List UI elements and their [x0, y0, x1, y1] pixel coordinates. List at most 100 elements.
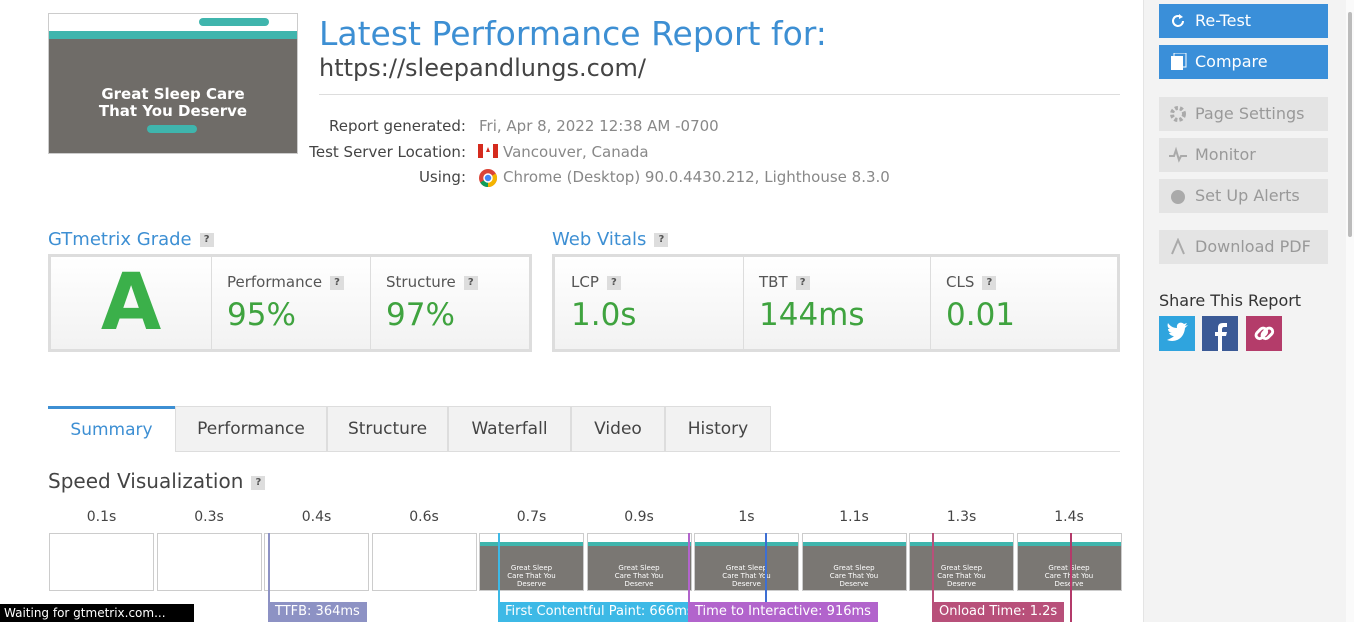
frame-header: [910, 534, 1013, 542]
vital-cell: CLS? 0.01: [930, 257, 1117, 349]
detail-label: Report generated:: [328, 117, 466, 135]
grade-letter: A: [51, 257, 212, 349]
retest-button[interactable]: Re-Test: [1159, 4, 1328, 38]
vitals-heading: Web Vitals?: [552, 229, 669, 250]
frame: [156, 533, 262, 591]
frame: Great Sleep Care That You Deserve: [1016, 533, 1122, 591]
metric-value: 97%: [386, 297, 455, 333]
frame-header: [802, 534, 906, 542]
grade-box: A Performance? 95% Structure? 97%: [48, 254, 532, 352]
icon: [1170, 106, 1186, 122]
settings-button[interactable]: Page Settings: [1159, 97, 1328, 131]
timing-marker: Time to Interactive: 916ms: [688, 602, 878, 622]
compare-button[interactable]: Compare: [1159, 45, 1328, 79]
marker-line: [932, 533, 934, 622]
scrollbar[interactable]: [1346, 0, 1354, 622]
speed-title: Speed Visualization: [48, 469, 244, 493]
marker-line: [765, 533, 767, 622]
timing-marker: Onload Time: 1.2s: [932, 602, 1065, 622]
vital-label-row: TBT?: [759, 273, 810, 291]
marker-line: [1070, 533, 1072, 622]
help-icon[interactable]: ?: [330, 275, 345, 290]
frame: [371, 533, 477, 591]
link-share[interactable]: [1246, 316, 1282, 351]
tab[interactable]: Waterfall: [448, 406, 571, 452]
vital-label: TBT: [759, 273, 788, 291]
timing-marker: TTFB: 364ms: [268, 602, 367, 622]
vital-label: CLS: [946, 273, 975, 291]
frame: [49, 533, 154, 591]
icon: [1171, 53, 1187, 70]
frame-menu: [480, 542, 583, 546]
frame-time: 0.7s: [516, 509, 547, 525]
detail-value: Fri, Apr 8, 2022 12:38 AM -0700: [479, 117, 719, 135]
frame-headline: Great Sleep Care That You Deserve: [722, 564, 771, 588]
metric-value: 95%: [227, 297, 296, 333]
metric-label-row: Structure?: [386, 273, 478, 291]
frame-time: 0.1s: [86, 509, 117, 525]
thumb-cta: [147, 125, 197, 133]
metric-label: Structure: [386, 273, 456, 291]
tab[interactable]: Summary: [48, 406, 175, 452]
frame-menu: [1017, 542, 1121, 546]
divider: [319, 94, 1120, 95]
icon: [1167, 322, 1188, 341]
frame-headline: Great Sleep Care That You Deserve: [937, 564, 986, 588]
detail-value: Vancouver, Canada: [503, 143, 649, 161]
help-icon[interactable]: ?: [606, 275, 621, 290]
help-icon[interactable]: ?: [251, 475, 266, 490]
frame-menu: [587, 542, 691, 546]
vitals-title: Web Vitals: [552, 229, 647, 250]
thumb-menu: [49, 31, 297, 39]
button-label: Monitor: [1195, 145, 1256, 164]
frame-time: 0.9s: [624, 509, 654, 525]
frame-time: 1s: [738, 509, 755, 525]
report-url[interactable]: https://sleepandlungs.com/: [319, 54, 646, 82]
vitals-box: LCP? 1.0s TBT? 144ms CLS? 0.01: [552, 254, 1120, 352]
flag-icon: [478, 144, 498, 158]
tab[interactable]: Performance: [175, 406, 327, 452]
frame-menu: [910, 542, 1013, 546]
help-icon[interactable]: ?: [199, 233, 214, 247]
help-icon[interactable]: ?: [463, 275, 478, 290]
report-title: Latest Performance Report for:: [319, 14, 827, 53]
pdf-button[interactable]: Download PDF: [1159, 230, 1328, 264]
detail-label: Test Server Location:: [309, 143, 466, 161]
help-icon[interactable]: ?: [795, 275, 810, 290]
facebook-share[interactable]: [1202, 316, 1238, 351]
chrome-icon: [479, 169, 498, 187]
frame: Great Sleep Care That You Deserve: [479, 533, 584, 591]
frame-time: 1.4s: [1054, 509, 1084, 525]
frame-time: 1.3s: [946, 509, 977, 525]
tab[interactable]: Structure: [327, 406, 448, 452]
button-label: Re-Test: [1195, 11, 1252, 30]
frame-header: [695, 534, 798, 542]
thumb-headline: Great Sleep Care That You Deserve: [98, 85, 248, 120]
frame-time: 0.3s: [194, 509, 224, 525]
scroll-thumb[interactable]: [1348, 12, 1352, 237]
sidebar: [1143, 0, 1347, 622]
thumb-nav: [49, 14, 297, 31]
button-label: Download PDF: [1195, 237, 1311, 256]
alerts-button[interactable]: Set Up Alerts: [1159, 179, 1328, 213]
vital-cell: TBT? 144ms: [743, 257, 931, 349]
vital-label-row: LCP?: [571, 273, 621, 291]
help-icon[interactable]: ?: [982, 275, 997, 290]
marker-line: [498, 533, 500, 622]
tab[interactable]: History: [665, 406, 771, 452]
icon: [1171, 238, 1185, 255]
status-bar: Waiting for gtmetrix.com...: [0, 604, 194, 622]
vital-label-row: CLS?: [946, 273, 997, 291]
help-icon[interactable]: ?: [654, 233, 669, 247]
metric-label: Performance: [227, 273, 323, 291]
metric-cell: Structure? 97%: [370, 257, 529, 349]
monitor-button[interactable]: Monitor: [1159, 138, 1328, 172]
tab[interactable]: Video: [571, 406, 665, 452]
twitter-share[interactable]: [1159, 316, 1195, 351]
button-label: Compare: [1195, 52, 1268, 71]
frame: Great Sleep Care That You Deserve: [586, 533, 692, 591]
frame-time: 0.4s: [301, 509, 332, 525]
speed-heading: Speed Visualization?: [48, 469, 266, 493]
frame-menu: [802, 542, 906, 546]
